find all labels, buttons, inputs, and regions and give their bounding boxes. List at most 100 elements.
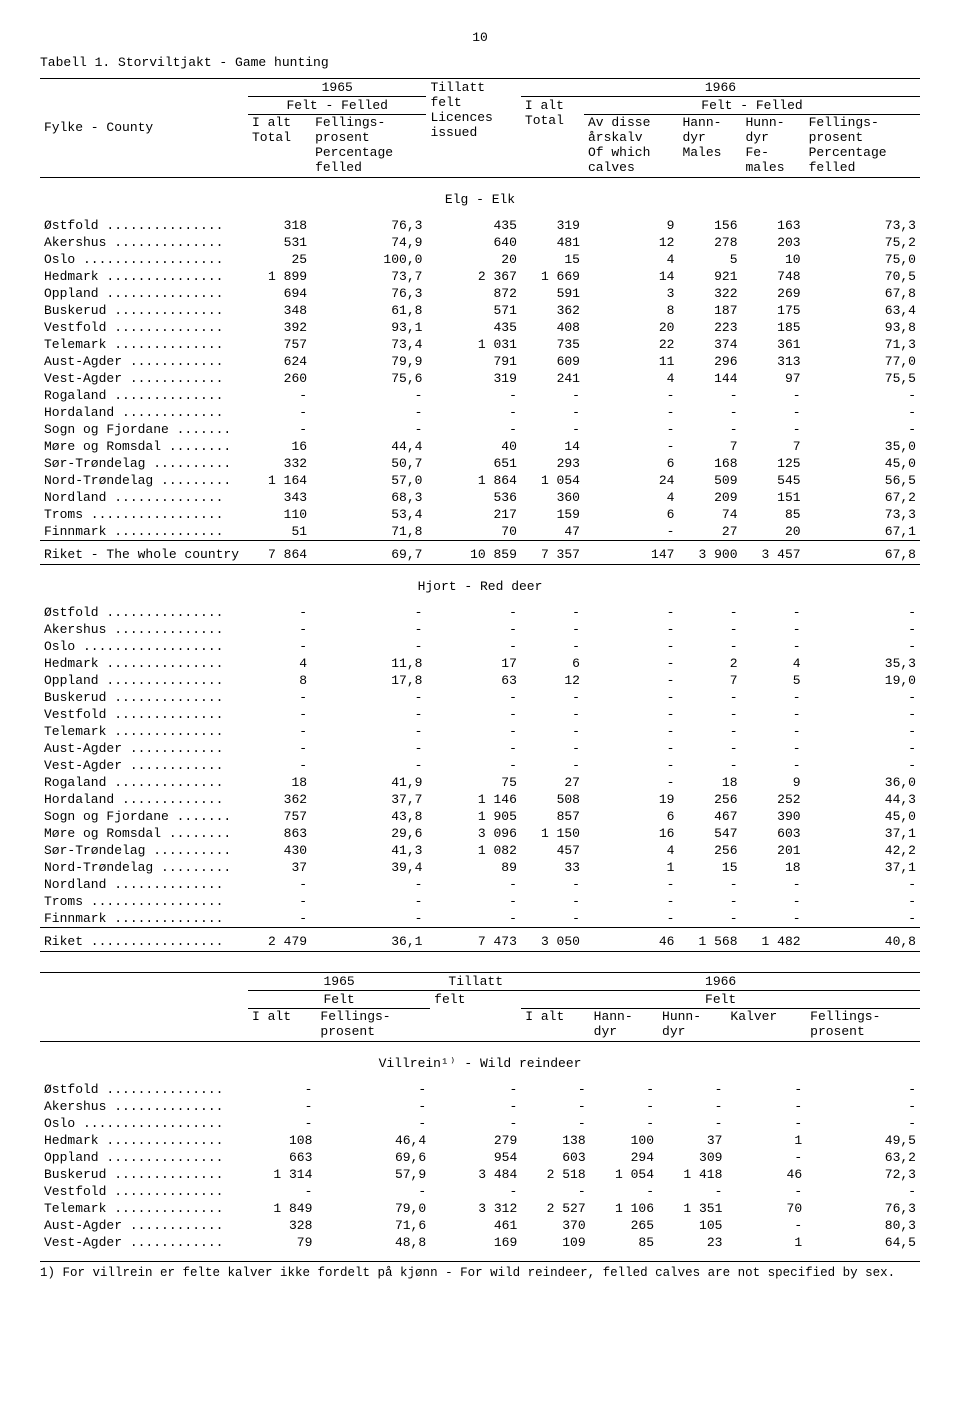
cell: - xyxy=(805,723,920,740)
cell: 36,0 xyxy=(805,774,920,791)
cell: 7 864 xyxy=(248,540,311,564)
table-row: Nord-Trøndelag .........1 16457,01 8641 … xyxy=(40,472,920,489)
cell: 757 xyxy=(248,336,311,353)
cell: 41,9 xyxy=(311,774,426,791)
cell: - xyxy=(311,740,426,757)
cell: - xyxy=(426,387,520,404)
cell: 8 xyxy=(584,302,678,319)
cell: 46,4 xyxy=(316,1132,430,1149)
cell: 1 xyxy=(726,1132,806,1149)
cell: - xyxy=(248,421,311,438)
row-label: Akershus .............. xyxy=(40,621,248,638)
cell: 37,1 xyxy=(805,859,920,876)
cell: 44,3 xyxy=(805,791,920,808)
cell: 70 xyxy=(726,1200,806,1217)
cell: 1 568 xyxy=(678,927,741,951)
cell: 591 xyxy=(521,285,584,302)
cell: 536 xyxy=(426,489,520,506)
cell: - xyxy=(584,672,678,689)
cell: 15 xyxy=(521,251,584,268)
cell: - xyxy=(584,723,678,740)
cell: - xyxy=(584,438,678,455)
cell: 74 xyxy=(678,506,741,523)
table-row: Sogn og Fjordane .......-------- xyxy=(40,421,920,438)
cell: 328 xyxy=(248,1217,316,1234)
cell: 17,8 xyxy=(311,672,426,689)
cell: 14 xyxy=(584,268,678,285)
row-label: Oslo .................. xyxy=(40,251,248,268)
cell: - xyxy=(311,638,426,655)
table-row: Rogaland ..............1841,97527-18936,… xyxy=(40,774,920,791)
row-label: Finnmark .............. xyxy=(40,910,248,928)
table-row: Oppland ...............817,86312-7519,0 xyxy=(40,672,920,689)
cell: 75 xyxy=(426,774,520,791)
r-hunn: Hunn- dyr xyxy=(658,1008,726,1041)
cell: 24 xyxy=(584,472,678,489)
table-row: Troms .................-------- xyxy=(40,893,920,910)
cell: - xyxy=(521,893,584,910)
cell: - xyxy=(248,757,311,774)
cell: 370 xyxy=(521,1217,589,1234)
cell: 69,6 xyxy=(316,1149,430,1166)
cell: - xyxy=(584,706,678,723)
col-calves: Av disse årskalv Of which calves xyxy=(584,115,678,178)
row-label: Sør-Trøndelag .......... xyxy=(40,455,248,472)
cell: - xyxy=(248,910,311,928)
row-label: Riket ................. xyxy=(40,927,248,951)
cell: 1 054 xyxy=(521,472,584,489)
cell: 159 xyxy=(521,506,584,523)
cell: - xyxy=(430,1183,521,1200)
table-row: Oslo ..................-------- xyxy=(40,1115,920,1132)
row-label: Nord-Trøndelag ......... xyxy=(40,472,248,489)
cell: - xyxy=(521,876,584,893)
table-row: Oslo ..................25100,02015451075… xyxy=(40,251,920,268)
cell: 71,3 xyxy=(805,336,920,353)
cell: - xyxy=(805,706,920,723)
row-label: Oppland ............... xyxy=(40,1149,248,1166)
cell: 1 351 xyxy=(658,1200,726,1217)
row-label: Sør-Trøndelag .......... xyxy=(40,842,248,859)
cell: 362 xyxy=(521,302,584,319)
cell: - xyxy=(584,404,678,421)
cell: 319 xyxy=(521,217,584,234)
row-label: Troms ................. xyxy=(40,893,248,910)
cell: 108 xyxy=(248,1132,316,1149)
cell: - xyxy=(742,893,805,910)
cell: 278 xyxy=(678,234,741,251)
cell: 1 864 xyxy=(426,472,520,489)
row-label: Hedmark ............... xyxy=(40,268,248,285)
cell: 7 xyxy=(742,438,805,455)
cell: - xyxy=(590,1081,658,1098)
cell: - xyxy=(248,387,311,404)
cell: 68,3 xyxy=(311,489,426,506)
cell: - xyxy=(584,876,678,893)
cell: 75,2 xyxy=(805,234,920,251)
cell: - xyxy=(805,689,920,706)
cell: 571 xyxy=(426,302,520,319)
row-label: Hordaland ............. xyxy=(40,404,248,421)
cell: - xyxy=(248,1081,316,1098)
cell: - xyxy=(311,387,426,404)
cell: - xyxy=(584,421,678,438)
cell: 93,1 xyxy=(311,319,426,336)
cell: - xyxy=(584,638,678,655)
table-row: Vest-Agder ............26075,63192414144… xyxy=(40,370,920,387)
table-row: Aust-Agder ............62479,97916091129… xyxy=(40,353,920,370)
table-row: Akershus ..............-------- xyxy=(40,1098,920,1115)
cell: - xyxy=(584,621,678,638)
cell: 67,2 xyxy=(805,489,920,506)
cell: 8 xyxy=(248,672,311,689)
table-row: Sør-Trøndelag ..........43041,31 0824574… xyxy=(40,842,920,859)
cell: - xyxy=(521,404,584,421)
row-label: Vest-Agder ............ xyxy=(40,1234,248,1251)
cell: 73,7 xyxy=(311,268,426,285)
cell: 203 xyxy=(742,234,805,251)
main-table: Fylke - County 1965 Tillatt felt Licence… xyxy=(40,78,920,952)
cell: 7 473 xyxy=(426,927,520,951)
cell: 69,7 xyxy=(311,540,426,564)
cell: - xyxy=(248,706,311,723)
cell: 40,8 xyxy=(805,927,920,951)
cell: - xyxy=(805,910,920,928)
cell: 44,4 xyxy=(311,438,426,455)
cell: - xyxy=(678,876,741,893)
